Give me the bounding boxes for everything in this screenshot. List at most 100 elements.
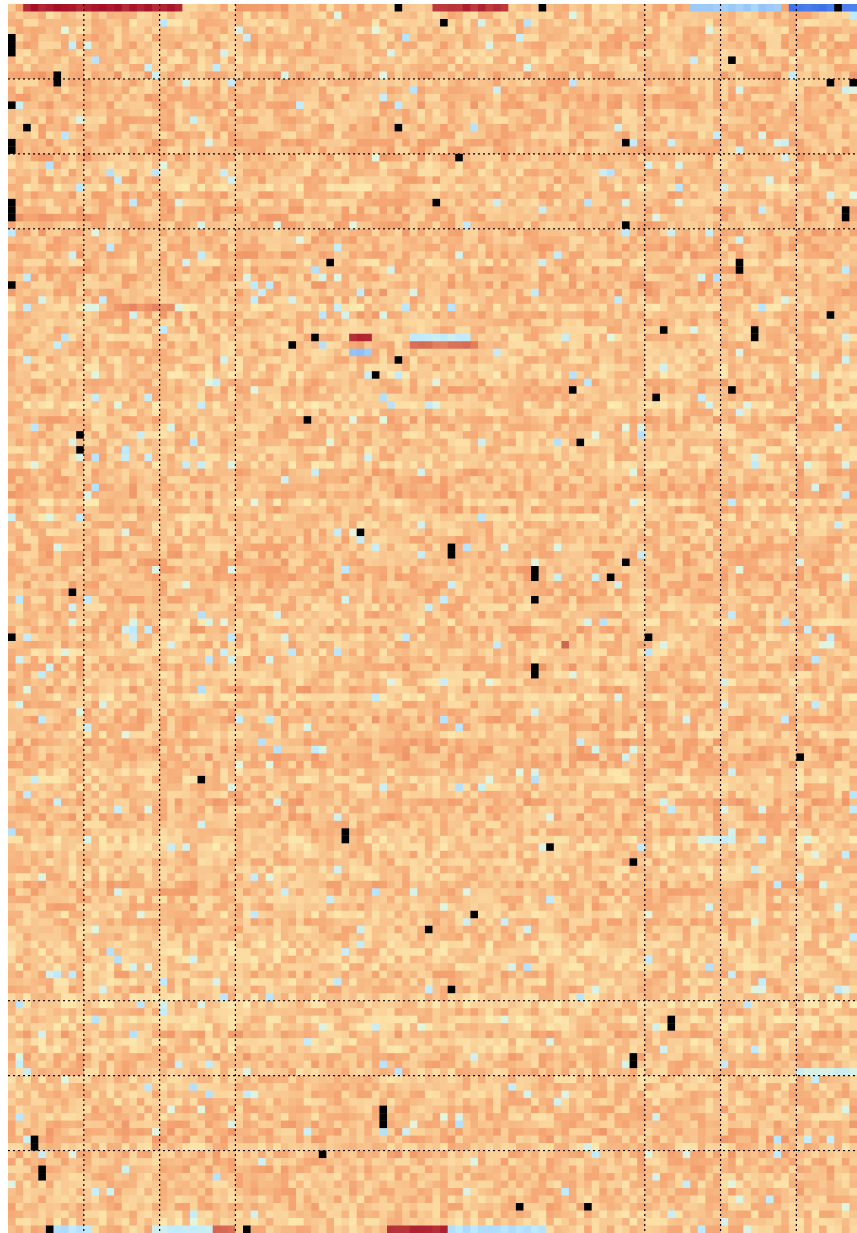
heatmap-cell — [250, 41, 259, 50]
heatmap-cell — [606, 311, 615, 320]
heatmap-cell — [235, 198, 244, 207]
heatmap-cell — [387, 281, 395, 290]
heatmap-cell — [644, 108, 653, 117]
heatmap-cell — [811, 311, 820, 320]
heatmap-cell — [288, 236, 297, 245]
heatmap-cell — [849, 131, 857, 140]
heatmap-cell — [159, 161, 168, 170]
heatmap-cell — [849, 11, 857, 20]
heatmap-cell — [485, 161, 494, 170]
heatmap-cell — [455, 56, 464, 65]
heatmap-cell — [637, 33, 646, 42]
heatmap-cell — [197, 116, 206, 125]
heatmap-cell — [758, 138, 767, 147]
heatmap-cell — [606, 318, 615, 327]
heatmap-cell — [349, 33, 358, 42]
heatmap-cell — [61, 333, 70, 342]
heatmap-cell — [652, 183, 661, 192]
heatmap-cell — [311, 26, 320, 35]
heatmap-cell — [68, 123, 77, 132]
heatmap-cell — [106, 56, 115, 65]
heatmap-cell — [174, 63, 183, 72]
heatmap-cell — [273, 123, 282, 132]
heatmap-cell — [167, 93, 176, 102]
heatmap-cell — [152, 146, 161, 155]
heatmap-cell — [220, 138, 229, 147]
heatmap-cell — [349, 303, 358, 312]
heatmap-cell — [432, 311, 441, 320]
heatmap-cell — [409, 333, 418, 342]
heatmap-cell — [531, 228, 540, 237]
heatmap-cell — [15, 101, 24, 110]
heatmap-cell — [311, 56, 320, 65]
heatmap-cell — [387, 258, 395, 267]
heatmap-cell — [629, 131, 638, 140]
heatmap-cell — [250, 26, 259, 35]
heatmap-cell — [735, 41, 744, 50]
heatmap-cell — [98, 303, 107, 312]
heatmap-cell — [622, 63, 630, 72]
heatmap-cell — [508, 236, 517, 245]
heatmap-cell — [136, 198, 145, 207]
heatmap-cell — [417, 86, 426, 95]
heatmap-cell — [485, 213, 494, 222]
heatmap-cell — [303, 243, 312, 252]
heatmap-cell — [424, 273, 433, 282]
heatmap-cell — [318, 78, 327, 87]
heatmap-cell — [379, 108, 388, 117]
heatmap-cell — [273, 296, 282, 305]
heatmap-cell — [394, 56, 403, 65]
heatmap-cell — [394, 258, 403, 267]
heatmap-cell — [152, 86, 161, 95]
heatmap-cell — [379, 176, 388, 185]
heatmap-cell — [167, 161, 176, 170]
heatmap-cell — [485, 33, 494, 42]
heatmap-cell — [477, 78, 486, 87]
heatmap-cell — [235, 288, 244, 297]
heatmap-cell — [531, 18, 540, 27]
heatmap-cell — [841, 281, 850, 290]
heatmap-cell — [796, 63, 805, 72]
heatmap-cell — [205, 258, 214, 267]
heatmap-cell — [515, 288, 524, 297]
heatmap-cell — [379, 26, 388, 35]
heatmap-cell — [258, 198, 267, 207]
heatmap-cell — [796, 251, 805, 260]
heatmap-cell — [644, 198, 653, 207]
heatmap-cell — [280, 116, 289, 125]
heatmap-cell — [326, 11, 335, 20]
heatmap-cell — [182, 206, 191, 215]
heatmap-cell — [402, 123, 411, 132]
heatmap-cell — [349, 258, 358, 267]
heatmap-cell — [447, 101, 456, 110]
heatmap-cell — [591, 18, 600, 27]
heatmap-cell — [470, 93, 479, 102]
heatmap-cell — [227, 206, 236, 215]
heatmap-cell — [485, 146, 494, 155]
heatmap-cell — [38, 86, 47, 95]
heatmap-cell — [182, 78, 191, 87]
heatmap-cell — [356, 206, 365, 215]
heatmap-cell — [38, 311, 47, 320]
heatmap-cell — [364, 303, 373, 312]
heatmap-cell — [144, 108, 153, 117]
heatmap-cell — [356, 168, 365, 177]
heatmap-cell — [114, 228, 123, 237]
heatmap-cell — [152, 198, 161, 207]
heatmap-cell — [811, 146, 820, 155]
heatmap-cell — [311, 108, 320, 117]
heatmap-cell — [371, 78, 380, 87]
heatmap-cell — [523, 206, 532, 215]
heatmap-cell — [114, 101, 123, 110]
heatmap-cell — [758, 258, 767, 267]
heatmap-cell — [318, 153, 327, 162]
heatmap-cell — [720, 146, 729, 155]
heatmap-cell — [303, 86, 312, 95]
heatmap-cell — [136, 11, 145, 20]
heatmap-cell — [622, 303, 630, 312]
heatmap-cell — [477, 273, 486, 282]
heatmap-cell — [667, 183, 676, 192]
heatmap-cell — [23, 213, 32, 222]
heatmap-cell — [576, 303, 585, 312]
heatmap-cell — [432, 108, 441, 117]
